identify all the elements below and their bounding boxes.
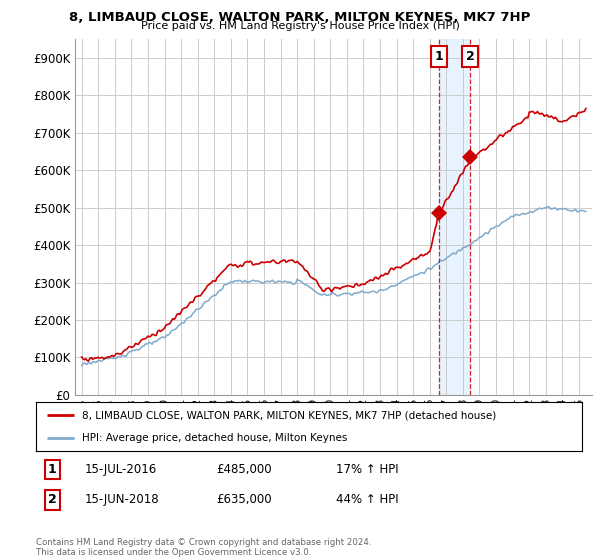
Text: 8, LIMBAUD CLOSE, WALTON PARK, MILTON KEYNES, MK7 7HP: 8, LIMBAUD CLOSE, WALTON PARK, MILTON KE… xyxy=(70,11,530,24)
Text: 1: 1 xyxy=(48,463,57,476)
Text: 1: 1 xyxy=(434,50,443,63)
Text: 2: 2 xyxy=(48,493,57,506)
Bar xyxy=(439,39,470,395)
Text: HPI: Average price, detached house, Milton Keynes: HPI: Average price, detached house, Milt… xyxy=(82,433,348,444)
Text: 8, LIMBAUD CLOSE, WALTON PARK, MILTON KEYNES, MK7 7HP (detached house): 8, LIMBAUD CLOSE, WALTON PARK, MILTON KE… xyxy=(82,410,497,421)
Text: 15-JUL-2016: 15-JUL-2016 xyxy=(85,463,157,476)
Text: Price paid vs. HM Land Registry's House Price Index (HPI): Price paid vs. HM Land Registry's House … xyxy=(140,21,460,31)
Text: £485,000: £485,000 xyxy=(216,463,272,476)
Text: Contains HM Land Registry data © Crown copyright and database right 2024.
This d: Contains HM Land Registry data © Crown c… xyxy=(36,538,371,557)
Text: 44% ↑ HPI: 44% ↑ HPI xyxy=(337,493,399,506)
Text: 2: 2 xyxy=(466,50,475,63)
Text: 15-JUN-2018: 15-JUN-2018 xyxy=(85,493,160,506)
Text: 17% ↑ HPI: 17% ↑ HPI xyxy=(337,463,399,476)
Text: £635,000: £635,000 xyxy=(216,493,272,506)
